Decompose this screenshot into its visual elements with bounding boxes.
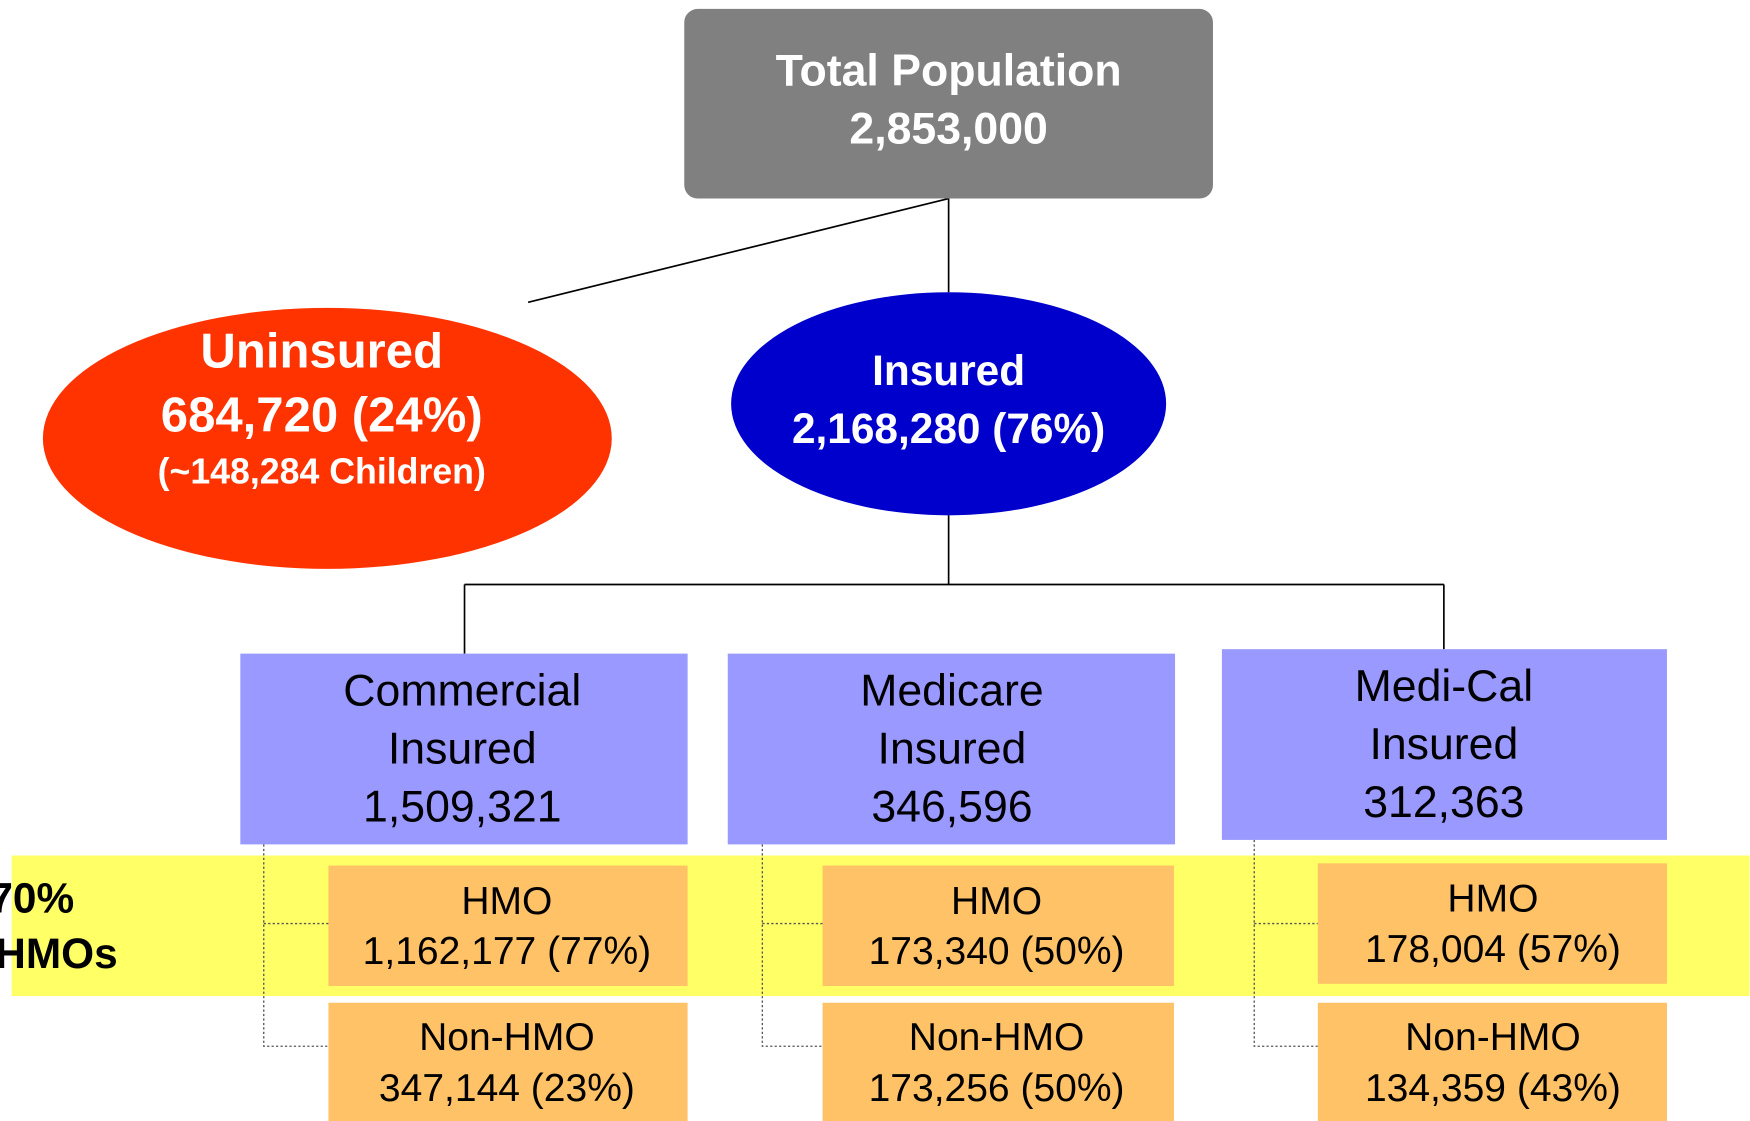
insured-label: 2,168,280 (76%) xyxy=(792,405,1105,452)
medicare-box xyxy=(727,653,1176,845)
commercial-hmo-label: 1,162,177 (77%) xyxy=(363,930,651,973)
commercial-label: 1,509,321 xyxy=(363,783,561,832)
medicare-hmo-label: 173,340 (50%) xyxy=(869,930,1125,973)
medicare-label: Insured xyxy=(878,725,1027,774)
medicare-non-hmo-label: Non-HMO xyxy=(909,1016,1085,1059)
uninsured-ellipse xyxy=(42,307,612,569)
insured-label: Insured xyxy=(872,347,1025,394)
hmo-box xyxy=(822,865,1174,987)
commercial-box xyxy=(240,653,688,845)
medical-label: 312,363 xyxy=(1363,778,1524,827)
non-hmo-box xyxy=(1317,1002,1667,1121)
medical-box xyxy=(1221,649,1667,840)
total-label: Total Population xyxy=(776,46,1122,95)
commercial-non-hmo-label: 347,144 (23%) xyxy=(379,1067,635,1110)
total-label: 2,853,000 xyxy=(849,104,1047,153)
band-label: in HMOs xyxy=(0,930,118,977)
commercial-non-hmo-label: Non-HMO xyxy=(419,1016,595,1059)
hmo-box xyxy=(328,865,688,987)
uninsured-label: (~148,284 Children) xyxy=(158,451,486,491)
non-hmo-box xyxy=(822,1002,1174,1121)
medical-hmo-label: HMO xyxy=(1447,878,1538,921)
uninsured-label: Uninsured xyxy=(200,325,443,379)
medical-non-hmo-label: Non-HMO xyxy=(1405,1016,1581,1059)
total-box xyxy=(684,8,1213,199)
band-label: 70% xyxy=(0,874,74,921)
commercial-label: Insured xyxy=(388,725,537,774)
uninsured-label: 684,720 (24%) xyxy=(161,388,483,442)
non-hmo-box xyxy=(328,1002,688,1121)
medical-label: Insured xyxy=(1369,720,1518,769)
medicare-non-hmo-label: 173,256 (50%) xyxy=(869,1067,1125,1110)
medical-label: Medi-Cal xyxy=(1355,662,1533,711)
hmo-box xyxy=(1317,863,1667,984)
medicare-label: 346,596 xyxy=(871,783,1032,832)
medicare-label: Medicare xyxy=(860,667,1043,716)
connectors xyxy=(463,197,1445,654)
commercial-hmo-label: HMO xyxy=(461,880,552,923)
medical-hmo-label: 178,004 (57%) xyxy=(1365,928,1621,971)
medical-non-hmo-label: 134,359 (43%) xyxy=(1365,1067,1621,1110)
dotted-connectors xyxy=(263,839,1318,1047)
medicare-hmo-label: HMO xyxy=(951,880,1042,923)
insured-ellipse xyxy=(731,292,1167,516)
commercial-label: Commercial xyxy=(343,667,581,716)
